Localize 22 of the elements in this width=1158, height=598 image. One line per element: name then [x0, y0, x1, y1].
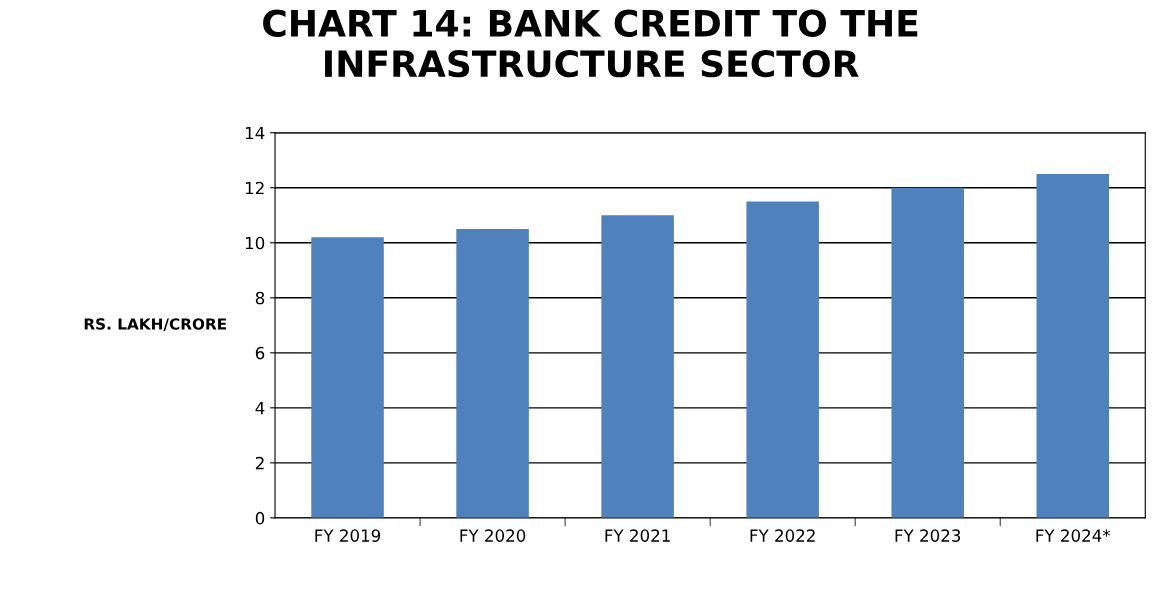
y-tick-label: 2 — [255, 456, 264, 470]
x-tick-label: FY 2019 — [315, 529, 381, 542]
x-tick-label: FY 2022 — [750, 529, 815, 542]
y-tick-label: 4 — [255, 402, 265, 415]
bar — [746, 201, 819, 518]
x-tick-label: FY 2021 — [605, 529, 670, 542]
chart-title: CHART 14: BANK CREDIT TO THE INFRASTRUCTURE SECTOR — [263, 9, 918, 78]
x-tick-label: FY 2024* — [1036, 529, 1111, 542]
bar — [311, 237, 384, 518]
y-tick-label: 10 — [245, 236, 265, 250]
y-tick-label: 6 — [255, 346, 265, 360]
bar — [456, 229, 529, 518]
bar — [1036, 174, 1109, 518]
y-tick-label: 8 — [255, 291, 265, 305]
y-tick-label: 14 — [245, 126, 265, 140]
y-axis-title: RS. LAKH/CRORE — [84, 318, 227, 331]
x-tick-label: FY 2020 — [460, 529, 526, 542]
x-tick-label: FY 2023 — [895, 529, 961, 542]
y-tick-label: 12 — [245, 181, 264, 195]
bar — [601, 215, 674, 518]
y-tick-label: 0 — [255, 511, 265, 525]
bar — [891, 187, 964, 518]
